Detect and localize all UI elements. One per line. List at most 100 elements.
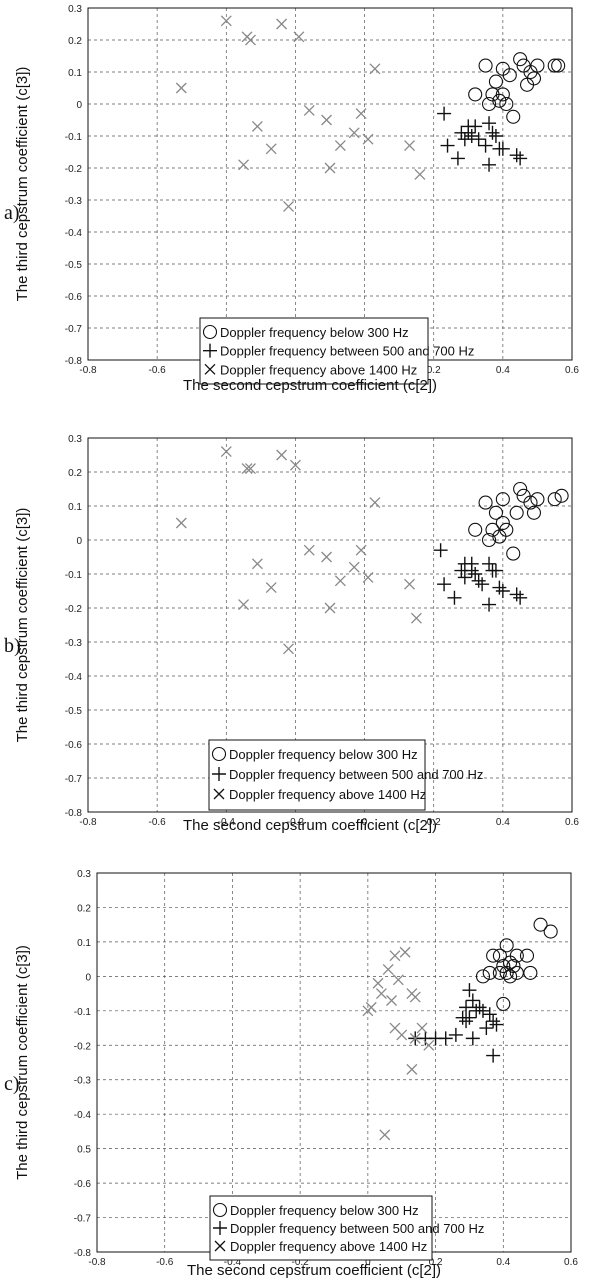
panel-a-ytick: -0.1 — [65, 132, 83, 143]
panel-b-point — [488, 505, 503, 520]
panel-b-x-axis-label: The second cepstrum coefficient (c[2]) — [183, 817, 437, 834]
panel-b-point — [530, 492, 545, 507]
panel-b-legend-marker — [213, 788, 225, 800]
panel-c-point — [543, 924, 558, 939]
panel-b-point — [513, 590, 528, 605]
panel-b-label: b) — [4, 635, 21, 657]
panel-c-point — [475, 969, 491, 984]
panel-c-legend-label: Doppler frequency below 300 Hz — [230, 1203, 419, 1218]
panel-c-xtick: -0.8 — [88, 1257, 106, 1268]
panel-a-point — [485, 125, 500, 140]
panel-a-ytick: 0 — [76, 100, 82, 111]
panel-c-point — [496, 958, 511, 974]
panel-b-y-axis-label: The third cepstrum coefficient (c[3]) — [14, 508, 31, 743]
panel-c-xtick: 0.2 — [429, 1257, 443, 1268]
panel-c-point — [396, 1029, 408, 1041]
panel-a-legend-label: Doppler frequency below 300 Hz — [220, 325, 409, 340]
panel-c-point — [448, 1027, 463, 1042]
panel-c-point — [406, 1063, 418, 1075]
panel-c-point — [465, 1031, 480, 1046]
panel-c-point — [379, 1129, 391, 1141]
panel-a-xtick: 0.2 — [427, 365, 441, 376]
panel-a-point — [404, 140, 415, 152]
panel-a-ytick: -0.6 — [65, 292, 83, 303]
panel-b-point — [433, 543, 448, 558]
panel-c-legend-marker — [213, 1221, 227, 1235]
panel-b-point — [513, 481, 528, 497]
panel-a-ytick: 0.3 — [68, 4, 82, 15]
panel-b-point — [506, 546, 521, 561]
panel-b-point — [334, 575, 346, 587]
panel-b-point — [554, 488, 569, 503]
panel-a-legend-label: Doppler frequency between 500 and 700 Hz — [220, 344, 474, 359]
panel-b-xtick: 0.2 — [427, 817, 441, 828]
panel-c-point — [486, 948, 501, 963]
panel-a-point — [499, 96, 514, 112]
panel-b-point — [324, 602, 336, 614]
panel-b-ytick: -0.1 — [65, 570, 83, 581]
panel-c-point — [475, 1003, 490, 1018]
panel-b-point — [471, 573, 486, 588]
panel-a-series-3 — [175, 15, 426, 212]
panel-a-point — [478, 138, 493, 153]
panel-b-ytick: -0.2 — [65, 604, 83, 615]
panel-b-point — [492, 580, 507, 595]
panel-b-legend-marker — [212, 767, 226, 781]
panel-b-point — [447, 590, 462, 605]
panel-b-xtick: 0 — [362, 817, 368, 828]
panel-b-point — [495, 515, 510, 531]
panel-c-point — [503, 955, 518, 970]
panel-b-ytick: -0.3 — [65, 638, 83, 649]
panel-c-series-2 — [408, 983, 504, 1063]
panel-a-point — [283, 200, 294, 212]
panel-b-ytick: -0.5 — [65, 706, 83, 717]
panel-b-point — [482, 556, 497, 571]
panel-a-point — [495, 87, 510, 102]
panel-c-point — [492, 948, 507, 963]
panel-c-point — [503, 969, 518, 984]
panel-b-point — [478, 495, 493, 510]
panel-a-ytick: 0.2 — [68, 36, 82, 47]
panel-a-legend-marker — [202, 324, 218, 340]
panel-c-ytick: 0.1 — [77, 938, 91, 949]
panel-a-point — [220, 15, 232, 27]
panel-b-point — [251, 558, 263, 570]
panel-b-ytick: -0.8 — [65, 808, 83, 819]
panel-b-legend-label: Doppler frequency below 300 Hz — [229, 747, 418, 762]
panel-a-point — [488, 74, 503, 89]
panel-b-point — [175, 517, 187, 529]
panel-b-point — [481, 532, 497, 548]
panel-a-xtick: 0.4 — [496, 365, 510, 376]
panel-b-ytick: 0.3 — [68, 434, 82, 445]
panel-a-point — [321, 114, 333, 126]
panel-c-point — [499, 965, 514, 980]
panel-a-point — [348, 127, 360, 139]
panel-c-y-axis-label: The third cepstrum coefficient (c[3]) — [14, 945, 31, 1180]
panel-c-point — [459, 1014, 474, 1029]
panel-b-xtick: -0.6 — [149, 817, 167, 828]
panel-c-legend-label: Doppler frequency above 1400 Hz — [230, 1239, 427, 1254]
panel-c-point — [409, 991, 421, 1003]
panel-a-point — [513, 52, 528, 67]
panel-a-point — [293, 31, 305, 43]
panel-a-xtick: -0.6 — [149, 365, 167, 376]
panel-c-point — [392, 974, 404, 986]
panel-c-point — [462, 983, 477, 998]
panel-c-ytick: -0.6 — [74, 1179, 92, 1190]
panel-a: -0.8-0.6-0.4-0.200.20.40.60.30.20.10-0.1… — [4, 4, 579, 394]
panel-b-point — [475, 577, 490, 592]
panel-b-xtick: 0.4 — [496, 817, 510, 828]
panel-a-point — [495, 141, 510, 156]
panel-b-xtick: -0.8 — [79, 817, 97, 828]
panel-c-point — [372, 977, 384, 989]
panel-c-point — [416, 1022, 428, 1034]
panel-c-point — [519, 948, 535, 963]
panel-a-series-1 — [468, 52, 566, 124]
panel-c-point — [499, 938, 514, 953]
panel-a-point — [265, 143, 277, 155]
panel-a-point — [303, 104, 315, 116]
panel-a-xtick: 0.6 — [565, 365, 579, 376]
panel-c-ytick: 0.5 — [77, 1145, 91, 1156]
panel-b-point — [437, 577, 452, 592]
panel-b-xtick: 0.6 — [565, 817, 579, 828]
